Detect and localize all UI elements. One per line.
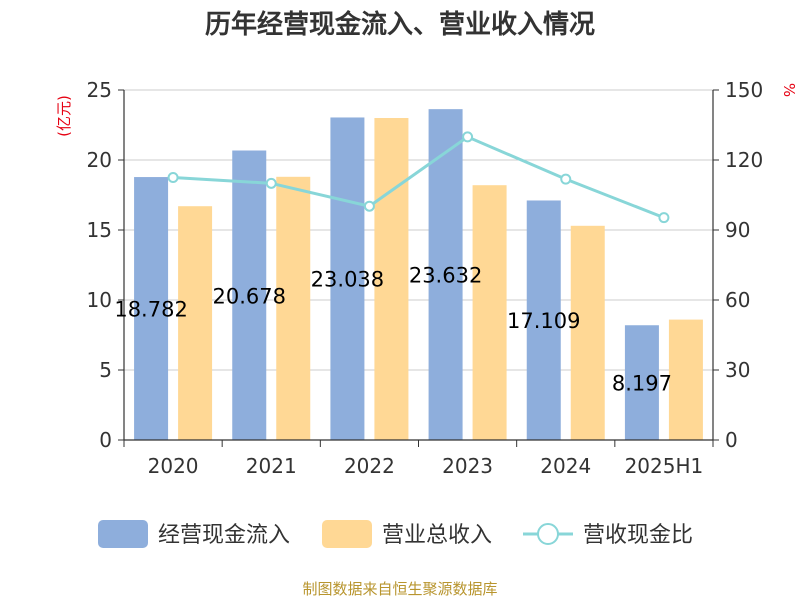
right-tick-label: 90 [725,218,750,242]
cash-inflow-data-label: 23.632 [409,264,482,288]
x-tick-label: 2024 [540,454,591,478]
left-tick-label: 25 [87,78,112,102]
ratio-point [363,200,375,212]
x-tick-label: 2021 [246,454,297,478]
legend-label: 营收现金比 [583,523,693,548]
right-tick-label: 150 [725,78,763,102]
cash-inflow-bar [624,325,659,440]
revenue-bar [276,176,311,441]
revenue-bar [178,206,213,440]
legend-item-revenue: 营业总收入 [322,520,492,548]
line-series [167,131,670,224]
cash-inflow-bar [134,177,169,440]
legend-label: 营业总收入 [382,523,492,548]
revenue-bar [668,319,703,440]
cash-inflow-bar [330,117,365,440]
ratio-point [265,177,277,189]
legend-item-cash-inflow: 经营现金流入 [98,520,290,548]
right-tick-label: 0 [725,428,738,452]
right-tick-label: 60 [725,288,750,312]
right-axis-unit: % [780,83,798,97]
cash-inflow-data-label: 18.782 [114,298,187,322]
legend: 经营现金流入 营业总收入 营收现金比 [98,520,693,548]
gridlines [124,89,713,371]
axes: 0 5 10 15 20 25 0 30 60 90 120 150 2020 2021 2022 2023 2… [87,78,764,478]
left-tick-label: 0 [99,428,112,452]
cash-inflow-bar [428,109,463,440]
ratio-point [560,173,572,185]
right-tick-label: 30 [725,358,750,382]
cash-inflow-bar [232,150,267,440]
x-tick-label: 2023 [442,454,493,478]
ratio-point [658,212,670,224]
ratio-point [462,131,474,143]
legend-label: 经营现金流入 [158,523,290,548]
legend-swatch-marker [537,523,559,545]
revenue-bar [570,225,605,440]
source-note: 制图数据来自恒生聚源数据库 [302,580,497,598]
x-tick-label: 2025H1 [625,454,704,478]
ratio-point [167,172,179,183]
legend-swatch [322,520,372,548]
ratio-line [172,135,665,220]
left-tick-label: 10 [87,288,112,312]
legend-swatch [98,520,148,548]
left-tick-label: 15 [87,218,112,242]
left-tick-label: 20 [87,148,112,172]
cash-inflow-bar [526,200,561,440]
cash-inflow-data-label: 17.109 [507,309,580,333]
x-tick-label: 2020 [148,454,199,478]
cash-inflow-data-label: 23.038 [311,268,384,292]
left-axis-unit: (亿元) [55,95,73,137]
data-labels: 18.782 20.678 23.038 23.632 17.109 8.197 [114,264,672,396]
x-tick-label: 2022 [344,454,395,478]
legend-item-ratio: 营收现金比 [523,523,693,548]
cash-inflow-data-label: 8.197 [612,372,672,396]
revenue-bar [472,185,507,440]
bar-series [134,109,703,441]
right-tick-label: 120 [725,148,763,172]
revenue-bar [374,118,409,440]
chart-title: 历年经营现金流入、营业收入情况 [205,9,595,40]
cash-inflow-data-label: 20.678 [213,284,286,308]
left-tick-label: 5 [99,358,112,382]
